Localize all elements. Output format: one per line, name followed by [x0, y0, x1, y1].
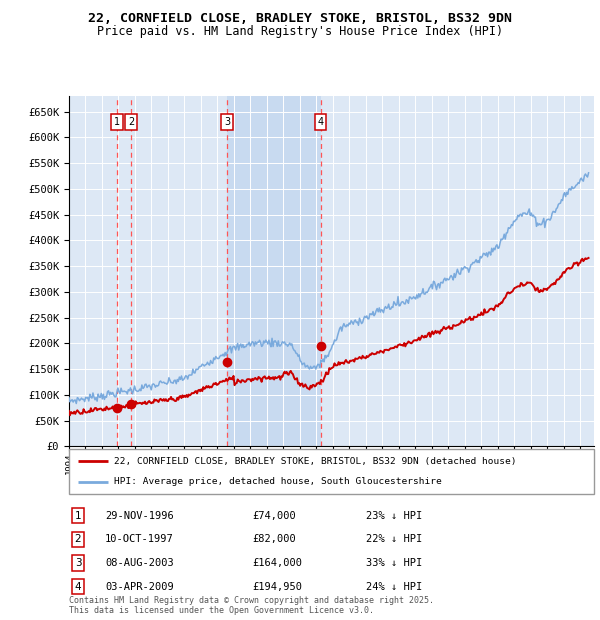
Text: £164,000: £164,000	[252, 558, 302, 568]
Text: 10-OCT-1997: 10-OCT-1997	[105, 534, 174, 544]
Text: 1: 1	[74, 511, 82, 521]
Text: 23% ↓ HPI: 23% ↓ HPI	[366, 511, 422, 521]
Text: 4: 4	[317, 117, 323, 127]
Text: 2: 2	[128, 117, 134, 127]
Text: 33% ↓ HPI: 33% ↓ HPI	[366, 558, 422, 568]
Text: Price paid vs. HM Land Registry's House Price Index (HPI): Price paid vs. HM Land Registry's House …	[97, 25, 503, 38]
Text: 03-APR-2009: 03-APR-2009	[105, 582, 174, 591]
Text: This data is licensed under the Open Government Licence v3.0.: This data is licensed under the Open Gov…	[69, 606, 374, 615]
Text: 22, CORNFIELD CLOSE, BRADLEY STOKE, BRISTOL, BS32 9DN: 22, CORNFIELD CLOSE, BRADLEY STOKE, BRIS…	[88, 12, 512, 25]
Text: 4: 4	[74, 582, 82, 591]
Text: £74,000: £74,000	[252, 511, 296, 521]
Bar	[227, 96, 320, 446]
Text: 08-AUG-2003: 08-AUG-2003	[105, 558, 174, 568]
Text: 29-NOV-1996: 29-NOV-1996	[105, 511, 174, 521]
Text: 24% ↓ HPI: 24% ↓ HPI	[366, 582, 422, 591]
FancyBboxPatch shape	[69, 449, 594, 494]
Text: £194,950: £194,950	[252, 582, 302, 591]
Text: 22% ↓ HPI: 22% ↓ HPI	[366, 534, 422, 544]
Text: 1: 1	[114, 117, 120, 127]
Text: 22, CORNFIELD CLOSE, BRADLEY STOKE, BRISTOL, BS32 9DN (detached house): 22, CORNFIELD CLOSE, BRADLEY STOKE, BRIS…	[113, 456, 516, 466]
Text: 2: 2	[74, 534, 82, 544]
Text: 3: 3	[224, 117, 230, 127]
Text: 3: 3	[74, 558, 82, 568]
Text: £82,000: £82,000	[252, 534, 296, 544]
Text: HPI: Average price, detached house, South Gloucestershire: HPI: Average price, detached house, Sout…	[113, 477, 442, 487]
Text: Contains HM Land Registry data © Crown copyright and database right 2025.: Contains HM Land Registry data © Crown c…	[69, 596, 434, 605]
